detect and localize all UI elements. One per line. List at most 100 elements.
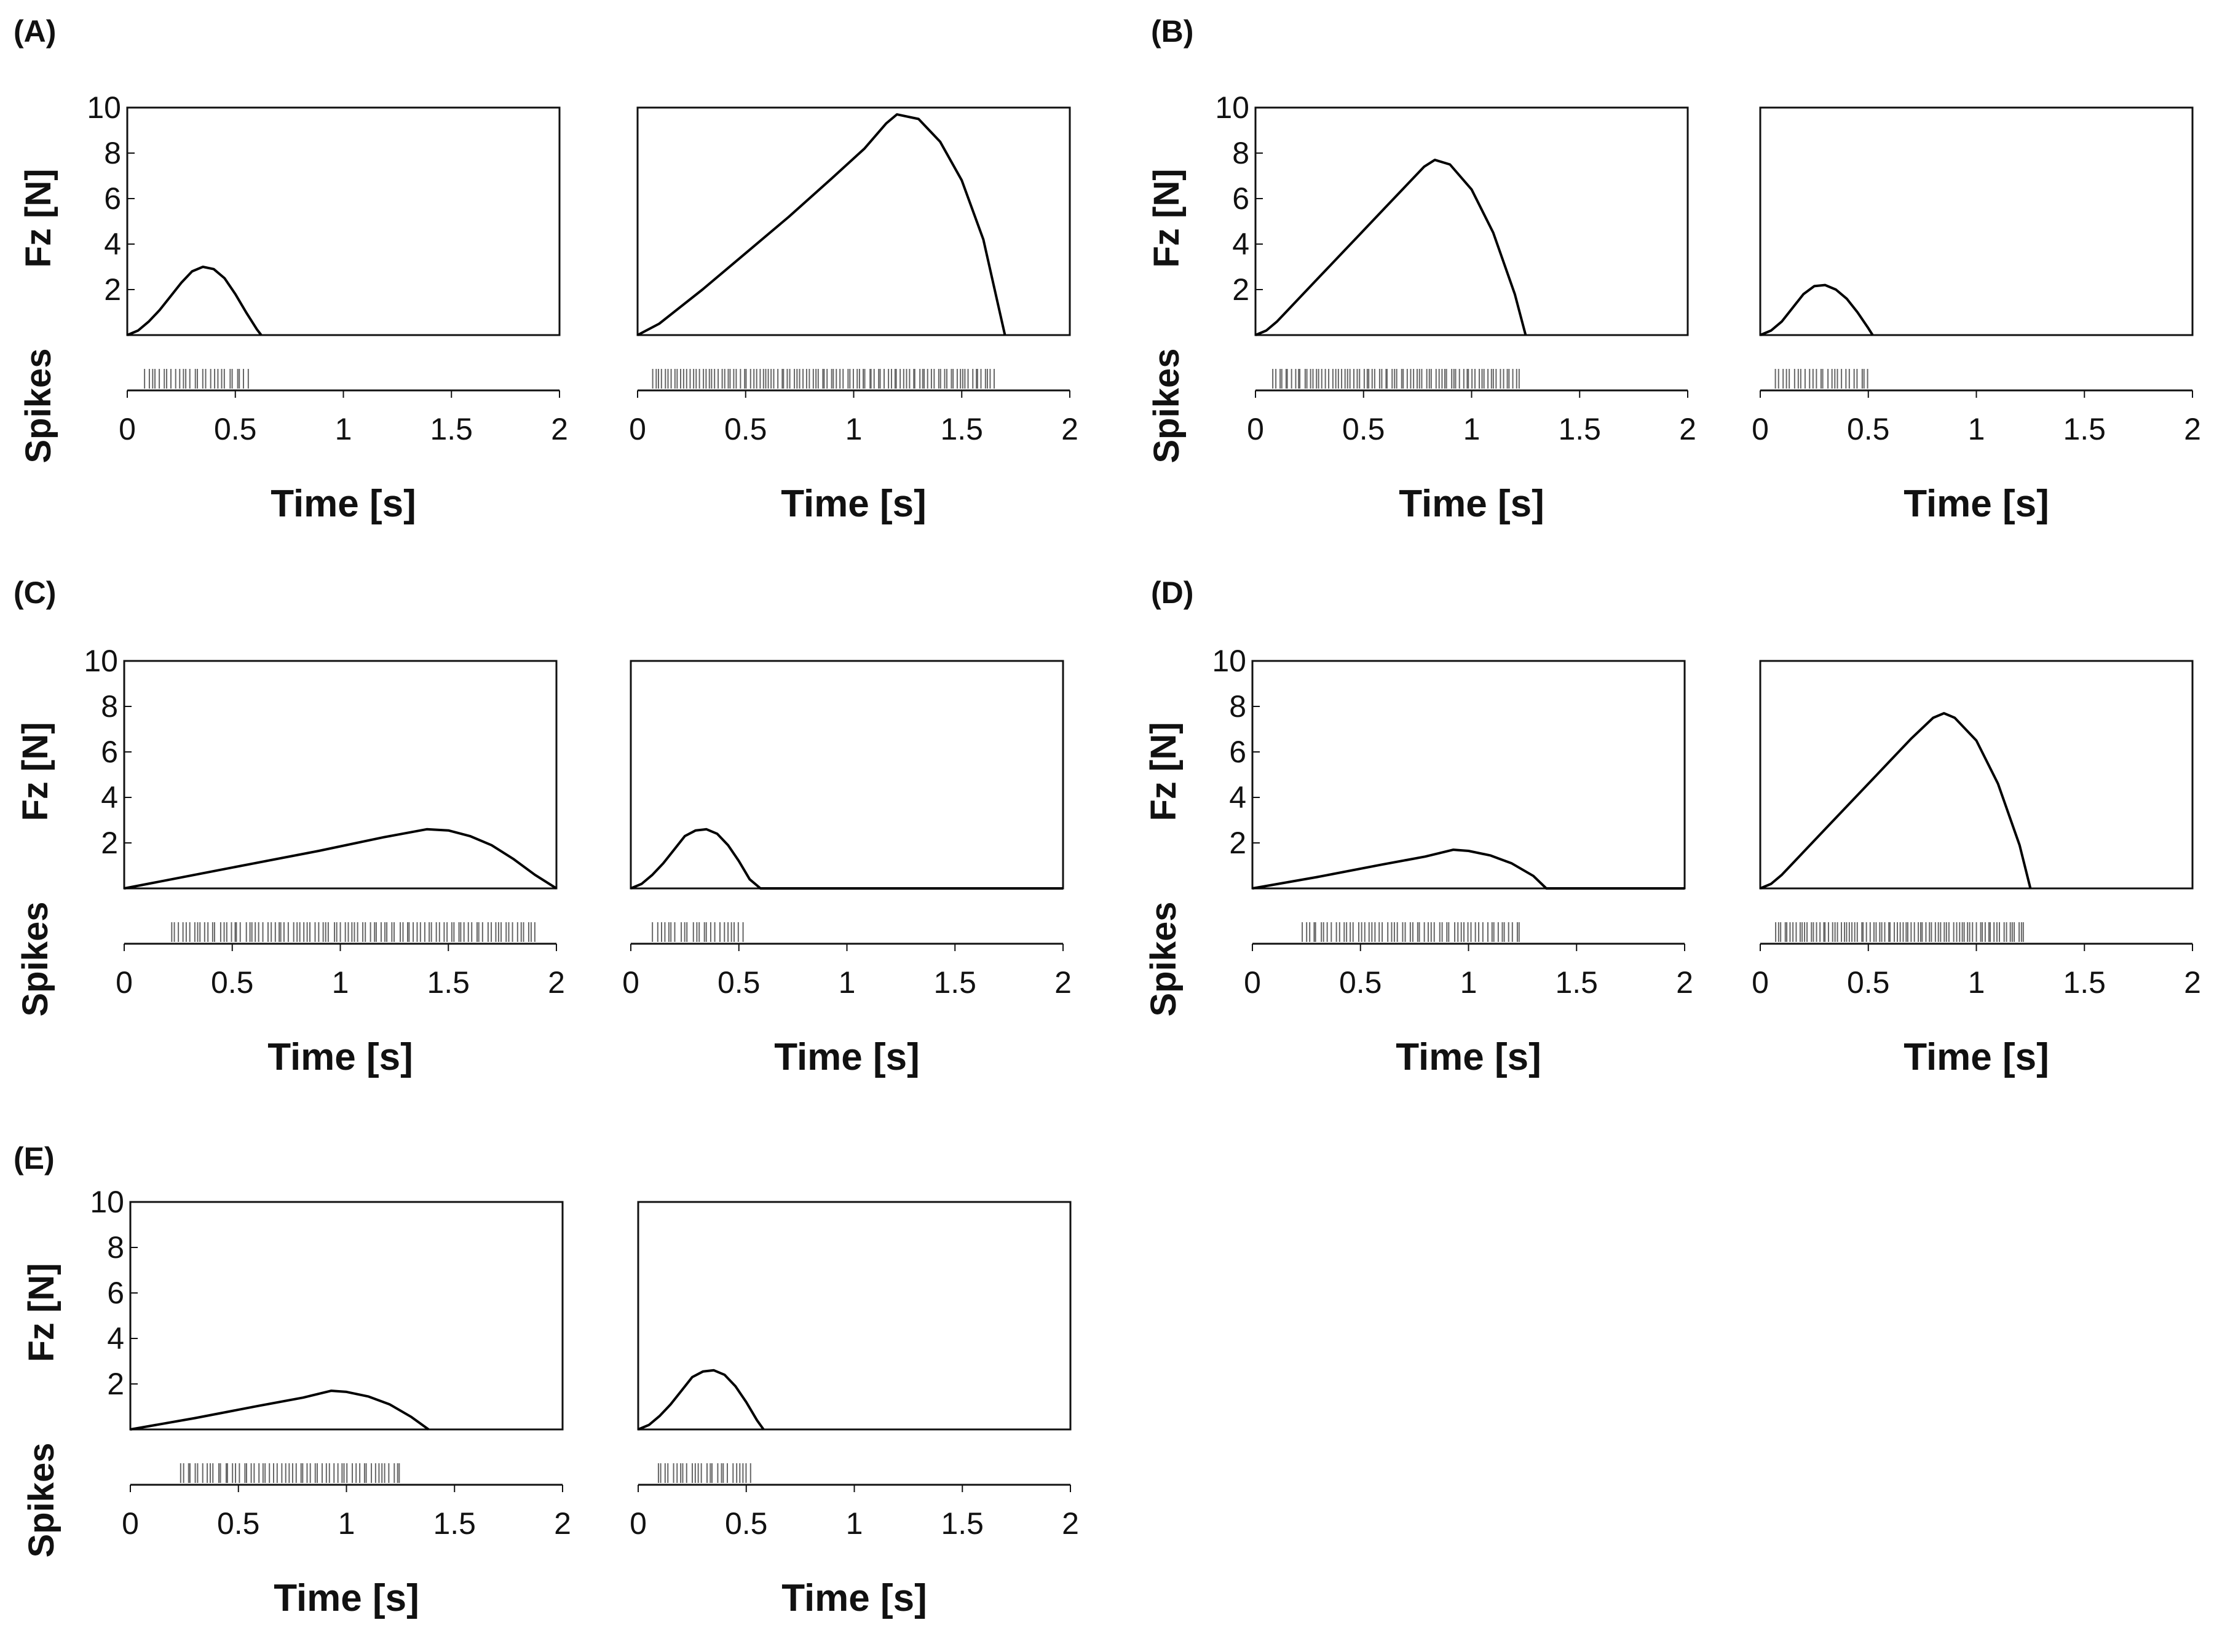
panel-label-a: (A) xyxy=(14,14,57,49)
x-tick-label: 0.5 xyxy=(217,1506,260,1541)
x-tick-label: 2 xyxy=(1061,412,1078,446)
y-axis-title: Fz [N] xyxy=(1144,722,1184,821)
subplot-6: 0 0.5 1 1.5 2 Time [s] xyxy=(622,660,1072,1078)
subplot-7: 2 4 6 8 10 0 0.5 1 1.5 2 Time [s] Fz [N] Spikes xyxy=(1144,644,1693,1078)
x-tick-label: 1 xyxy=(1463,412,1481,446)
panel-label-e: (E) xyxy=(14,1141,55,1176)
force-axes-frame xyxy=(1759,660,2194,890)
x-tick-label: 1.5 xyxy=(2063,965,2106,1000)
x-tick-label: 1.5 xyxy=(941,1506,984,1541)
y-tick-label: 6 xyxy=(104,181,121,216)
panel-label-d: (D) xyxy=(1151,575,1194,610)
x-axis-title: Time [s] xyxy=(1399,483,1544,525)
x-tick-label: 1.5 xyxy=(940,412,983,446)
x-tick-label: 2 xyxy=(554,1506,571,1541)
y-axis-title: Fz [N] xyxy=(1147,168,1187,267)
x-tick-label: 1 xyxy=(335,412,352,446)
x-tick-label: 1.5 xyxy=(430,412,473,446)
x-tick-label: 1.5 xyxy=(1558,412,1601,446)
x-tick-label: 0.5 xyxy=(1847,965,1890,1000)
x-tick-label: 0.5 xyxy=(214,412,257,446)
force-curve xyxy=(630,828,1063,890)
y-tick-label: 4 xyxy=(107,1321,124,1356)
subplot-3: 2 4 6 8 10 0 0.5 1 1.5 2 Time [s] Fz [N] Spikes xyxy=(1147,90,1696,525)
x-tick-label: 0 xyxy=(119,412,136,446)
y-tick-label: 2 xyxy=(107,1367,124,1401)
subplot-9: 2 4 6 8 10 0 0.5 1 1.5 2 Time [s] Fz [N] Spikes xyxy=(22,1185,571,1619)
spikes-axis-title: Spikes xyxy=(1144,902,1184,1017)
y-tick-label: 8 xyxy=(104,136,121,170)
y-tick-label: 4 xyxy=(104,227,121,261)
x-axis-title: Time [s] xyxy=(267,1036,413,1078)
x-tick-label: 0 xyxy=(622,965,639,1000)
x-tick-label: 2 xyxy=(1062,1506,1079,1541)
y-tick-label: 2 xyxy=(1232,272,1249,307)
y-tick-label: 8 xyxy=(1232,136,1249,170)
x-tick-label: 2 xyxy=(1054,965,1072,1000)
x-tick-label: 1 xyxy=(845,412,863,446)
y-tick-label: 8 xyxy=(101,689,118,724)
x-axis-title: Time [s] xyxy=(781,1577,927,1619)
y-tick-label: 4 xyxy=(1232,227,1249,261)
y-tick-label: 2 xyxy=(104,272,121,307)
x-tick-label: 1.5 xyxy=(933,965,976,1000)
x-tick-label: 0 xyxy=(116,965,133,1000)
x-tick-label: 0 xyxy=(1752,412,1769,446)
y-tick-label: 6 xyxy=(101,735,118,769)
force-axes-frame xyxy=(1759,106,2194,336)
subplot-8: 0 0.5 1 1.5 2 Time [s] xyxy=(1752,660,2201,1078)
x-axis-title: Time [s] xyxy=(271,483,416,525)
force-axes-frame xyxy=(630,660,1064,890)
force-axes-frame xyxy=(123,660,558,890)
y-tick-label: 4 xyxy=(1229,780,1246,815)
force-axes-frame xyxy=(126,106,561,336)
x-tick-label: 1 xyxy=(1968,965,1985,1000)
panel-label-c: (C) xyxy=(14,575,57,610)
force-axes-frame xyxy=(636,106,1071,336)
subplot-4: 0 0.5 1 1.5 2 Time [s] xyxy=(1752,106,2201,525)
force-curve xyxy=(130,1389,430,1431)
x-tick-label: 0 xyxy=(122,1506,139,1541)
x-axis-title: Time [s] xyxy=(1396,1036,1541,1078)
force-curve xyxy=(124,828,558,890)
y-tick-label: 2 xyxy=(101,826,118,860)
x-tick-label: 0.5 xyxy=(1342,412,1385,446)
x-axis-title: Time [s] xyxy=(1904,1036,2049,1078)
force-curve xyxy=(1760,283,1874,336)
x-tick-label: 0 xyxy=(1244,965,1261,1000)
x-tick-label: 1.5 xyxy=(433,1506,476,1541)
spikes-axis-title: Spikes xyxy=(1147,349,1187,464)
x-tick-label: 1 xyxy=(1460,965,1477,1000)
x-tick-label: 0 xyxy=(1247,412,1264,446)
subplot-2: 0 0.5 1 1.5 2 Time [s] xyxy=(629,106,1078,525)
y-tick-label: 8 xyxy=(107,1230,124,1265)
x-tick-label: 2 xyxy=(548,965,565,1000)
y-tick-label: 10 xyxy=(1215,90,1249,125)
force-curve xyxy=(127,266,263,336)
x-tick-label: 0 xyxy=(629,412,646,446)
x-tick-label: 1.5 xyxy=(2063,412,2106,446)
x-tick-label: 2 xyxy=(2184,965,2201,1000)
x-tick-label: 0.5 xyxy=(1847,412,1890,446)
x-tick-label: 1 xyxy=(839,965,856,1000)
x-tick-label: 0.5 xyxy=(725,1506,768,1541)
x-axis-title: Time [s] xyxy=(274,1577,419,1619)
panel-label-b: (B) xyxy=(1151,14,1194,49)
y-tick-label: 10 xyxy=(87,90,121,125)
subplot-1: 2 4 6 8 10 0 0.5 1 1.5 2 Time [s] Fz [N] Spikes xyxy=(18,90,568,525)
x-tick-label: 0.5 xyxy=(1339,965,1382,1000)
x-tick-label: 1 xyxy=(332,965,349,1000)
x-tick-label: 0 xyxy=(1752,965,1769,1000)
x-axis-title: Time [s] xyxy=(781,483,927,525)
y-axis-title: Fz [N] xyxy=(15,722,55,821)
spikes-axis-title: Spikes xyxy=(22,1443,61,1558)
x-tick-label: 1.5 xyxy=(427,965,470,1000)
x-tick-label: 2 xyxy=(1679,412,1696,446)
force-curve xyxy=(1252,848,1685,890)
force-axes-frame xyxy=(1254,106,1689,336)
force-curve xyxy=(637,113,1006,336)
x-tick-label: 0 xyxy=(630,1506,647,1541)
y-tick-label: 6 xyxy=(1229,735,1246,769)
subplot-10: 0 0.5 1 1.5 2 Time [s] xyxy=(630,1201,1079,1619)
force-axes-frame xyxy=(637,1201,1072,1431)
